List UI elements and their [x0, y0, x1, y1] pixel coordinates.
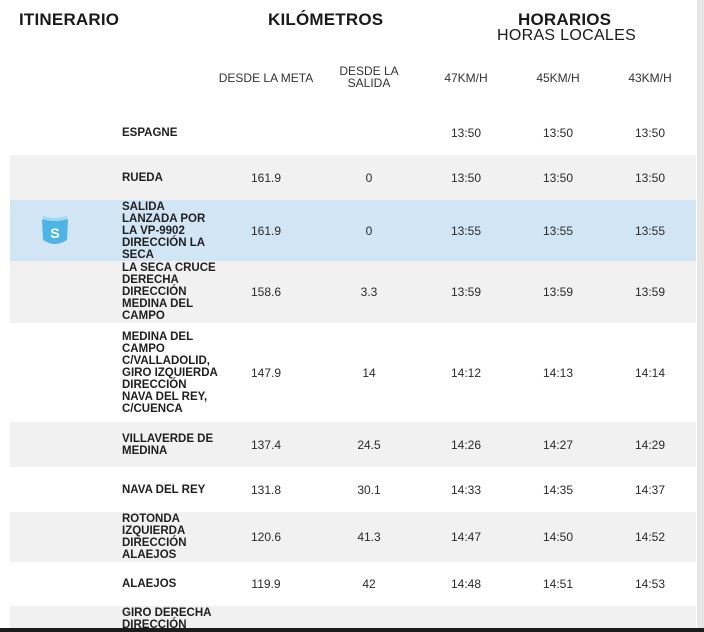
row-desde-salida: 3.3 — [360, 285, 378, 299]
row-desde-meta: 147.9 — [250, 365, 282, 380]
header-kilometros: KILÓMETROS — [268, 10, 384, 29]
header-itinerario: ITINERARIO — [19, 10, 120, 29]
row-time-47: 14:47 — [450, 530, 482, 544]
row-time-43: 14:53 — [634, 577, 666, 591]
col-speed-47: 47KM/H — [444, 71, 488, 85]
table-row: VILLAVERDE DE MEDINA 137.4 24.5 14:26 14… — [10, 422, 696, 467]
header-horarios: HORARIOS — [518, 10, 612, 29]
row-desde-meta: 161.9 — [250, 170, 282, 185]
row-desde-meta: 161.9 — [250, 223, 282, 238]
row-time-45: 13:50 — [542, 125, 574, 140]
row-time-45: 13:55 — [542, 223, 574, 238]
row-time-43: 13:50 — [634, 125, 666, 140]
table-row: ALAEJOS 119.9 42 14:48 14:51 14:53 — [10, 562, 696, 606]
row-time-45: 14:50 — [542, 530, 574, 544]
row-time-43: 14:52 — [634, 530, 666, 544]
table-row: ROTONDA IZQUIERDA DIRECCIÓN ALAEJOS 120.… — [10, 512, 696, 562]
row-time-43: 14:29 — [634, 437, 666, 452]
col-desde-salida: DESDE LA SALIDA — [339, 64, 399, 90]
row-time-47: 14:12 — [450, 365, 482, 380]
row-desde-salida: 30.1 — [357, 482, 381, 497]
row-desde-meta: 120.6 — [250, 530, 282, 544]
row-place: RUEDA — [122, 171, 163, 184]
row-time-47: 13:50 — [450, 125, 482, 140]
row-desde-salida: 14 — [362, 365, 376, 380]
table-row: GIRO DERECHA DIRECCIÓN — [10, 606, 696, 628]
row-desde-salida: 0 — [365, 223, 373, 238]
table-row: NAVA DEL REY 131.8 30.1 14:33 14:35 14:3… — [10, 467, 696, 512]
row-place: NAVA DEL REY — [122, 483, 206, 496]
header-horas-locales: HORAS LOCALES — [497, 27, 637, 44]
table-row-start: S SALIDA LANZADA POR LA VP-9902 DIRECCIÓ… — [10, 200, 696, 261]
col-speed-45: 45KM/H — [536, 71, 580, 85]
row-place: ROTONDA IZQUIERDA DIRECCIÓN ALAEJOS — [122, 513, 187, 561]
row-place: VILLAVERDE DE MEDINA — [122, 432, 214, 457]
row-place: SALIDA LANZADA POR LA VP-9902 DIRECCIÓN … — [122, 200, 206, 261]
row-time-45: 14:35 — [542, 482, 574, 497]
row-time-43: 14:37 — [634, 482, 666, 497]
scrollbar-track[interactable] — [697, 0, 704, 628]
row-place: GIRO DERECHA DIRECCIÓN — [122, 607, 212, 628]
row-place: MEDINA DEL CAMPO C/VALLADOLID, GIRO IZQU… — [122, 330, 218, 415]
row-time-43: 13:59 — [634, 285, 666, 299]
row-place: LA SECA CRUCE DERECHA DIRECCIÓN MEDINA D… — [122, 262, 216, 322]
row-desde-meta: 158.6 — [250, 285, 282, 299]
row-time-47: 13:59 — [450, 285, 482, 299]
row-desde-salida: 0 — [365, 170, 373, 185]
row-time-43: 14:14 — [634, 365, 666, 380]
col-desde-meta: DESDE LA META — [218, 71, 314, 85]
row-place: ESPAGNE — [122, 126, 178, 139]
col-speed-43: 43KM/H — [628, 71, 672, 85]
row-desde-meta: 131.8 — [250, 482, 282, 497]
row-time-47: 14:33 — [450, 482, 482, 497]
row-time-45: 14:51 — [542, 577, 574, 591]
table-row: ESPAGNE 13:50 13:50 13:50 — [10, 110, 696, 155]
row-time-45: 14:27 — [542, 437, 574, 452]
row-time-45: 13:50 — [542, 170, 574, 185]
row-desde-salida: 24.5 — [357, 437, 381, 452]
start-flag-icon: S — [41, 214, 69, 248]
row-time-43: 13:50 — [634, 170, 666, 185]
start-badge-letter: S — [50, 225, 59, 241]
table-row: RUEDA 161.9 0 13:50 13:50 13:50 — [10, 155, 696, 200]
row-desde-meta: 137.4 — [250, 437, 282, 452]
table-row: LA SECA CRUCE DERECHA DIRECCIÓN MEDINA D… — [10, 261, 696, 323]
row-desde-meta: 119.9 — [251, 577, 281, 591]
row-desde-salida: 42 — [362, 577, 376, 591]
row-time-45: 14:13 — [542, 365, 574, 380]
row-desde-salida: 41.3 — [357, 530, 381, 544]
row-time-43: 13:55 — [634, 223, 666, 238]
row-time-45: 13:59 — [542, 285, 574, 299]
row-time-47: 13:55 — [450, 223, 482, 238]
table-row: MEDINA DEL CAMPO C/VALLADOLID, GIRO IZQU… — [10, 323, 696, 422]
window-bottom-edge — [0, 628, 704, 632]
row-time-47: 14:26 — [450, 437, 482, 452]
row-time-47: 13:50 — [450, 170, 482, 185]
row-time-47: 14:48 — [450, 577, 482, 591]
row-place: ALAEJOS — [122, 578, 177, 590]
